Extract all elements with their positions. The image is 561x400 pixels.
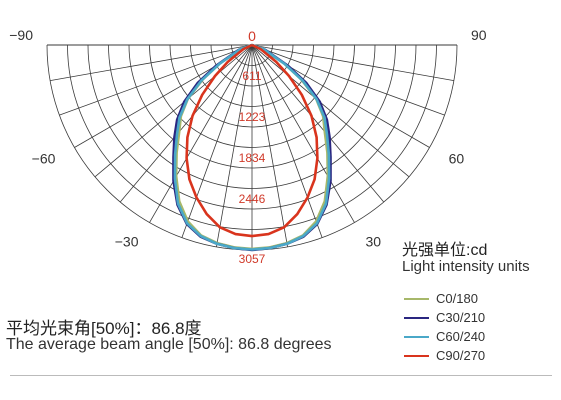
legend-swatch — [404, 354, 429, 357]
angle-tick-label: 0 — [248, 28, 256, 44]
unit-title: 光强单位:cd — [402, 242, 488, 259]
angle-tick-label: 90 — [471, 27, 487, 43]
beam-angle-en: The average beam angle [50%]: 86.8 degre… — [6, 336, 332, 353]
bottom-divider — [10, 375, 552, 376]
unit-subtitle: Light intensity units — [402, 258, 530, 275]
legend-item: C60/240 — [404, 327, 485, 346]
legend: C0/180 C30/210 C60/240 C90/270 — [404, 289, 485, 365]
grid-spoke — [251, 44, 454, 81]
grid-spoke — [50, 44, 253, 81]
grid-spoke — [59, 44, 253, 116]
grid-spoke — [251, 44, 355, 223]
legend-label: C60/240 — [436, 329, 486, 344]
grid-spoke — [251, 44, 323, 238]
angle-tick-label: −60 — [32, 151, 56, 167]
grid-spoke — [181, 44, 253, 238]
angle-tick-label: −90 — [9, 27, 33, 43]
grid-spoke — [149, 44, 253, 223]
legend-label: C30/210 — [436, 310, 486, 325]
radial-tick-label: 611 — [242, 69, 261, 83]
radial-tick-label: 2446 — [239, 192, 266, 206]
radial-tick-label: 1834 — [239, 151, 266, 165]
legend-item: C30/210 — [404, 308, 485, 327]
grid-spoke — [94, 44, 253, 178]
legend-label: C90/270 — [436, 348, 486, 363]
grid-spoke — [251, 44, 410, 178]
legend-swatch — [404, 297, 429, 300]
grid-spoke — [251, 44, 288, 247]
angle-tick-label: 60 — [449, 151, 465, 167]
legend-item: C0/180 — [404, 289, 485, 308]
grid-spoke — [251, 44, 445, 116]
intensity-curves — [172, 43, 332, 252]
radial-tick-label: 1223 — [239, 110, 266, 124]
grid-spoke — [216, 44, 253, 247]
angle-tick-label: −30 — [115, 234, 139, 250]
chart-labels: 611 1223 1834 2446 3057 −90 −60 −30 0 30 60 90 — [9, 27, 487, 266]
grid-spoke — [251, 44, 385, 203]
angle-tick-label: 30 — [366, 234, 382, 250]
radial-tick-label: 3057 — [239, 252, 266, 266]
polar-grid — [46, 44, 458, 251]
grid-spoke — [119, 44, 253, 203]
beam-angle-cn: 平均光束角[50%]：86.8度 — [6, 319, 202, 338]
legend-label: C0/180 — [436, 291, 478, 306]
legend-swatch — [404, 316, 429, 319]
legend-swatch — [404, 335, 429, 338]
legend-item: C90/270 — [404, 346, 485, 365]
curve-c60-240 — [173, 43, 331, 251]
curve-c90-270 — [185, 43, 319, 238]
